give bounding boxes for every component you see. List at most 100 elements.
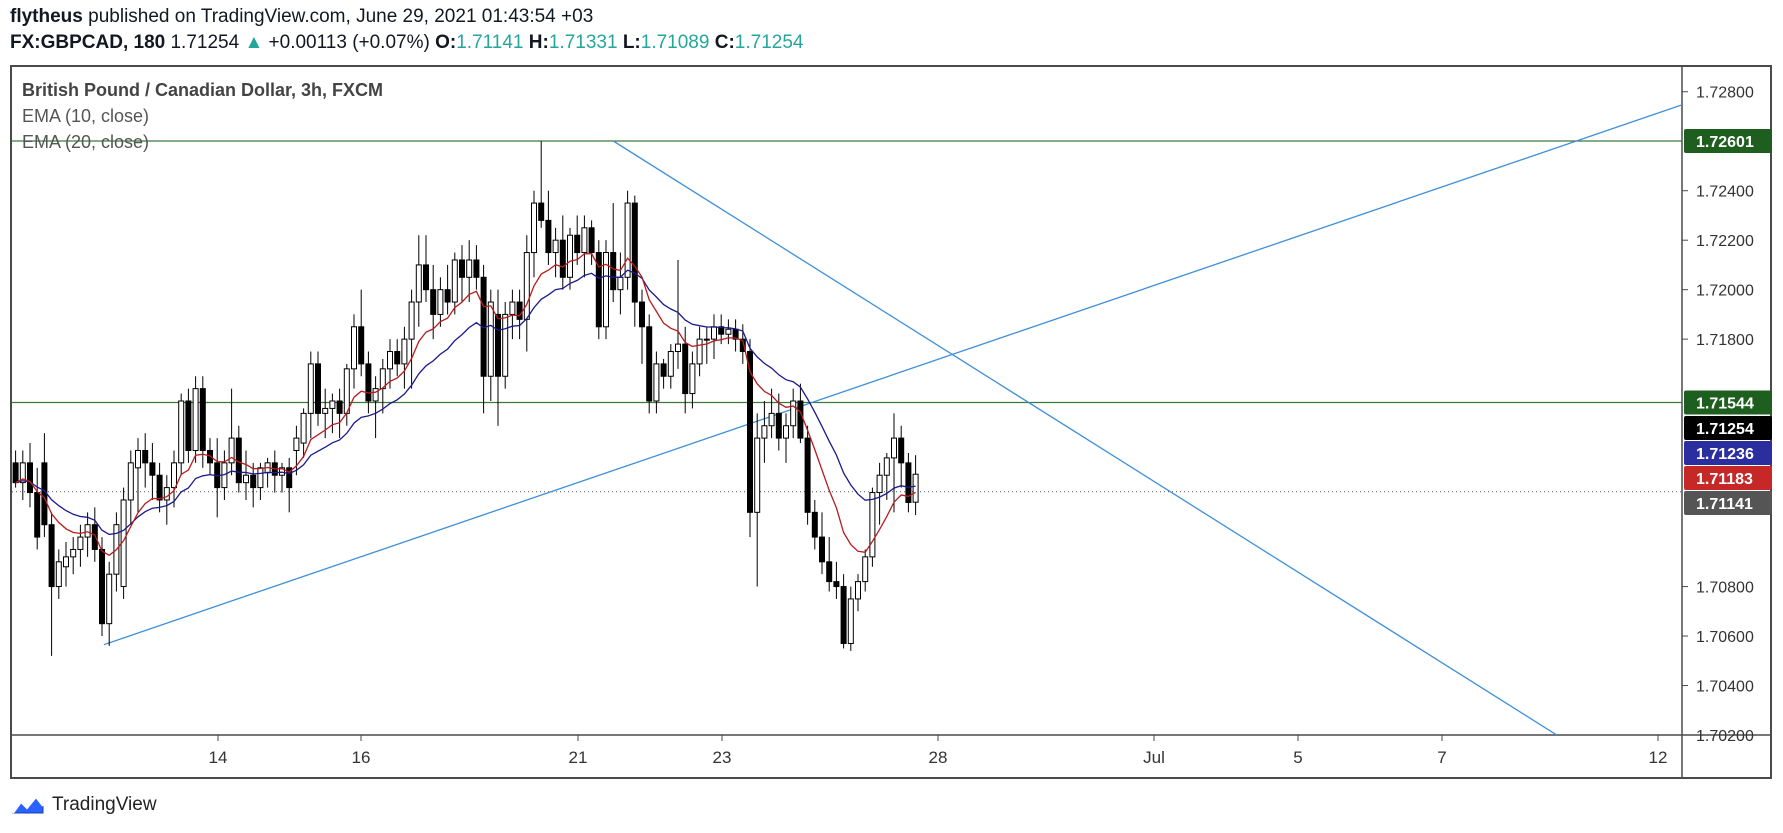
- candle-body: [588, 227, 595, 254]
- candle-body: [883, 457, 890, 476]
- close-label: C:: [714, 32, 735, 53]
- candle-body: [531, 202, 537, 254]
- candle-body: [394, 351, 401, 365]
- ema10-line: [15, 252, 916, 557]
- open-value: 1.71141: [456, 32, 524, 53]
- candle-body: [408, 301, 415, 340]
- candle-body: [768, 412, 775, 427]
- candle-body: [891, 437, 897, 459]
- author-name: flytheus: [10, 6, 83, 27]
- candle-body: [775, 412, 782, 439]
- candle-body: [603, 252, 609, 328]
- publish-text: published on TradingView.com, June 29, 2…: [88, 6, 594, 27]
- candle-body: [703, 338, 710, 341]
- ema10-legend: EMA (10, close): [22, 106, 150, 126]
- high-value: 1.71331: [548, 32, 618, 53]
- chart-title: British Pound / Canadian Dollar, 3h, FXC…: [22, 80, 384, 100]
- candle-body: [898, 437, 905, 464]
- price-tag-hline: [1684, 128, 1772, 153]
- candle-body: [711, 326, 717, 340]
- candle-body: [106, 573, 113, 625]
- y-tick-label: 1.72400: [1696, 184, 1754, 201]
- price-tag-hline: [1684, 390, 1772, 415]
- trendline-falling: [612, 140, 1558, 735]
- candle-body: [912, 473, 919, 503]
- low-value: 1.71089: [640, 32, 710, 53]
- y-tick-label: 1.72200: [1696, 233, 1754, 250]
- x-tick-label: 14: [209, 748, 228, 767]
- candle-body: [228, 437, 235, 464]
- candle-body: [48, 524, 55, 588]
- quote-line: FX:GBPCAD, 180 1.71254 ▲ +0.00113 (+0.07…: [10, 32, 803, 54]
- candle-body: [401, 338, 408, 365]
- symbol-label: FX:GBPCAD, 180: [10, 32, 166, 53]
- candle-body: [430, 289, 437, 315]
- candle-body: [696, 338, 703, 365]
- candle-body: [63, 556, 69, 568]
- candle-body: [307, 363, 314, 414]
- candle-body: [516, 301, 523, 320]
- candle-body: [783, 425, 789, 439]
- candle-body: [523, 252, 530, 320]
- price-tag-label: 1.71141: [1696, 496, 1753, 513]
- candle-body: [315, 363, 321, 414]
- x-tick-label: Jul: [1143, 748, 1165, 767]
- candle-body: [754, 437, 761, 513]
- last-price: 1.71254: [170, 32, 240, 53]
- x-tick-label: 16: [352, 748, 371, 767]
- x-tick-label: 23: [713, 748, 732, 767]
- candle-body: [617, 276, 624, 291]
- candle-body: [127, 462, 134, 501]
- candle-body: [257, 467, 264, 489]
- candle-body: [495, 313, 501, 377]
- y-tick-label: 1.70600: [1696, 629, 1754, 646]
- low-label: L:: [622, 32, 641, 53]
- candle-body: [192, 388, 199, 451]
- candle-body: [847, 598, 854, 644]
- price-tag-label: 1.71544: [1696, 395, 1754, 412]
- candle-body: [487, 301, 494, 377]
- candle-body: [142, 449, 149, 464]
- candle-body: [761, 425, 768, 439]
- candle-body: [451, 259, 458, 303]
- y-tick-label: 1.70400: [1696, 679, 1754, 696]
- y-tick-label: 1.70200: [1696, 728, 1754, 745]
- candle-body: [502, 313, 509, 377]
- price-tag-last: [1684, 416, 1772, 440]
- price-tag-ema10: [1684, 466, 1772, 490]
- candle-body: [34, 492, 41, 538]
- footer-brand[interactable]: TradingView: [10, 794, 157, 816]
- price-change: +0.00113 (+0.07%): [268, 32, 430, 53]
- candle-body: [415, 264, 422, 303]
- candle-body: [27, 462, 33, 494]
- candle-body: [250, 474, 257, 489]
- candle-body: [336, 400, 343, 414]
- high-label: H:: [528, 32, 549, 53]
- y-tick-label: 1.72000: [1696, 283, 1754, 300]
- candle-body: [545, 219, 552, 254]
- candle-body: [869, 492, 876, 558]
- y-tick-label: 1.70800: [1696, 580, 1754, 597]
- price-tag-label: 1.71254: [1696, 421, 1754, 438]
- price-tag-label: 1.71236: [1696, 446, 1754, 463]
- candle-body: [343, 368, 350, 414]
- candle-body: [862, 556, 869, 583]
- candle-body: [689, 363, 696, 395]
- candle-body: [804, 437, 811, 513]
- trendline-rising: [103, 104, 1682, 646]
- candle-body: [682, 343, 689, 395]
- candle-body: [747, 351, 753, 513]
- candle-body: [624, 202, 631, 278]
- candle-body: [365, 363, 372, 402]
- ema20-legend: EMA (20, close): [22, 132, 150, 152]
- candle-body: [826, 561, 833, 583]
- candle-body: [444, 289, 451, 303]
- candle-body: [84, 524, 91, 538]
- candle-body: [423, 264, 429, 291]
- candle-body: [725, 328, 732, 335]
- candle-body: [19, 462, 26, 484]
- candle-body: [466, 259, 473, 278]
- candle-body: [610, 252, 617, 291]
- candle-body: [567, 234, 573, 278]
